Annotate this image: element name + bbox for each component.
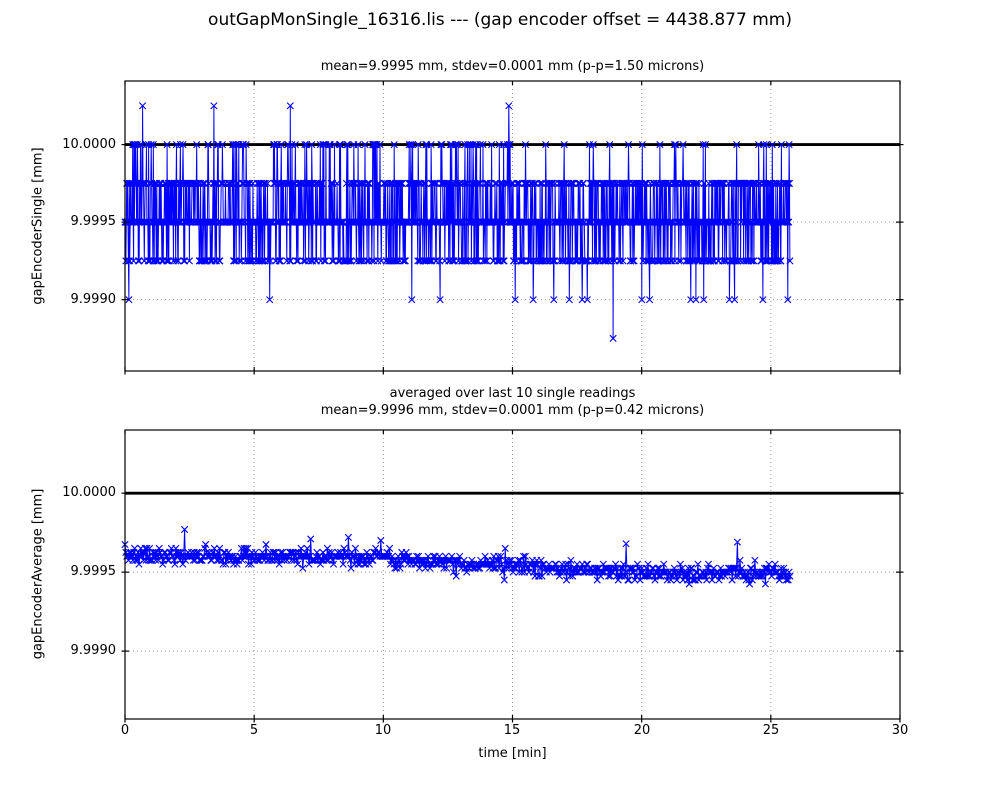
subplot1-ytick-10.0000: 10.0000 <box>62 137 116 152</box>
xaxis-label: time [min] <box>478 746 547 761</box>
subplot1-ytick-9.9990: 9.9990 <box>70 292 117 307</box>
series-line-2 <box>124 529 791 585</box>
subplot2-ytick-9.9995: 9.9995 <box>70 564 117 579</box>
subplot2-ytick-9.9990: 9.9990 <box>70 643 117 658</box>
xtick-20: 20 <box>633 723 651 738</box>
series-markers-2 <box>121 525 794 588</box>
xtick-25: 25 <box>762 723 780 738</box>
xtick-15: 15 <box>503 723 521 738</box>
subplot2-title-line2: mean=9.9996 mm, stdev=0.0001 mm (p-p=0.4… <box>320 403 705 418</box>
xtick-5: 5 <box>249 723 259 738</box>
figure-title: outGapMonSingle_16316.lis --- (gap encod… <box>208 10 792 30</box>
xtick-30: 30 <box>891 723 909 738</box>
subplot2-title-line1: averaged over last 10 single readings <box>389 386 636 401</box>
xtick-10: 10 <box>374 723 392 738</box>
series-markers-1 <box>121 102 794 342</box>
subplot1-title: mean=9.9995 mm, stdev=0.0001 mm (p-p=1.5… <box>320 59 705 74</box>
subplot2-ytick-10.0000: 10.0000 <box>62 485 116 500</box>
xtick-0: 0 <box>120 723 130 738</box>
subplot1-ytick-9.9995: 9.9995 <box>70 214 117 229</box>
